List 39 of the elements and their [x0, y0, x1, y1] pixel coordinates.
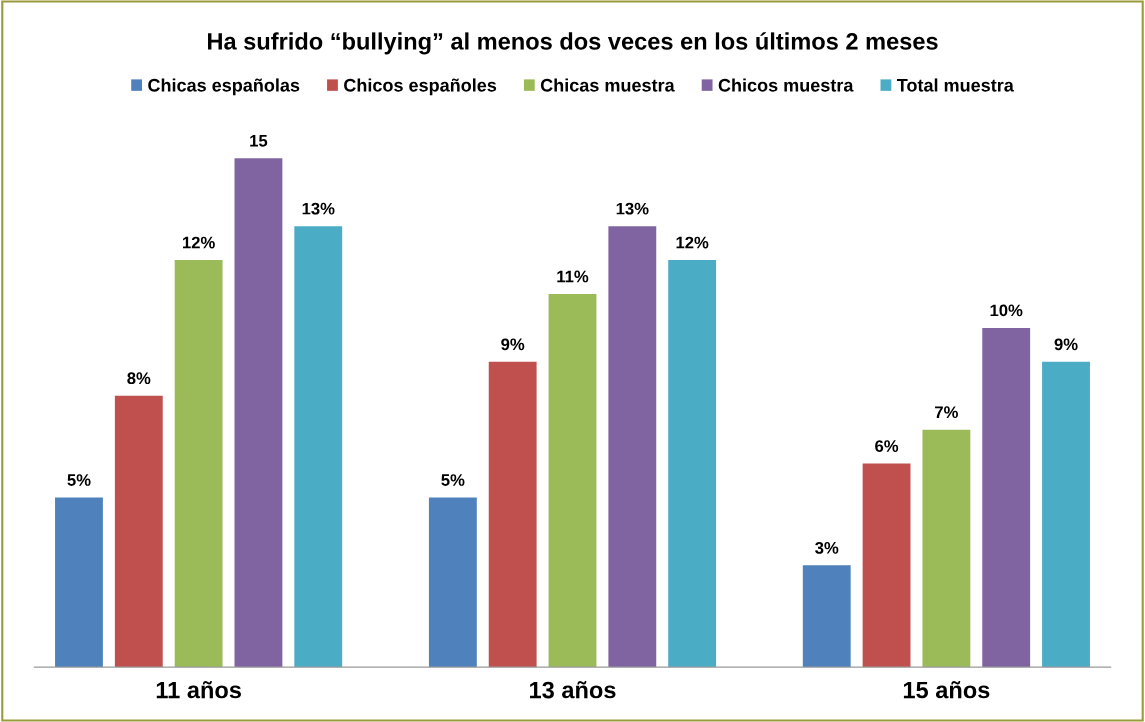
- data-label: 6%: [875, 440, 899, 452]
- bar: [174, 260, 223, 668]
- data-label: 7%: [935, 406, 958, 419]
- bar: [922, 429, 971, 668]
- bar: [55, 497, 103, 668]
- data-label: 12%: [676, 236, 709, 249]
- bar: [1042, 361, 1090, 668]
- legend-label: Chicas muestra: [540, 78, 675, 92]
- data-label: 10%: [990, 304, 1023, 317]
- data-label: 9%: [501, 338, 525, 351]
- data-label: 15: [250, 135, 268, 147]
- data-label: 5%: [67, 474, 91, 486]
- data-label: 12%: [182, 236, 215, 249]
- bar: [294, 226, 343, 668]
- legend-label: Chicos españoles: [344, 78, 497, 96]
- data-label: 13%: [616, 202, 649, 215]
- data-label: 13%: [302, 202, 335, 215]
- legend-label: Total muestra: [896, 78, 1014, 92]
- bar: [608, 226, 657, 668]
- bar: [982, 327, 1031, 668]
- bar: [862, 463, 911, 668]
- x-tick-label: 11 años: [156, 681, 241, 699]
- bar: [802, 565, 851, 668]
- bar: [234, 158, 283, 668]
- bar: [428, 497, 477, 668]
- data-label: 5%: [441, 474, 465, 486]
- data-label: 8%: [127, 372, 151, 385]
- data-label: 11%: [557, 270, 589, 283]
- x-tick-label: 15 años: [903, 681, 990, 699]
- data-label: 9%: [1054, 338, 1078, 351]
- bar: [668, 260, 717, 668]
- data-label: 3%: [815, 541, 839, 554]
- x-tick-label: 13 años: [530, 681, 616, 699]
- bar: [114, 395, 163, 668]
- legend-label: Chicas españolas: [148, 78, 300, 96]
- chart-title: Ha sufrido “bullying” al menos dos veces en los últimos 2 meses: [208, 32, 938, 55]
- bar: [548, 293, 597, 668]
- legend-label: Chicos muestra: [718, 78, 854, 92]
- bar: [488, 361, 537, 668]
